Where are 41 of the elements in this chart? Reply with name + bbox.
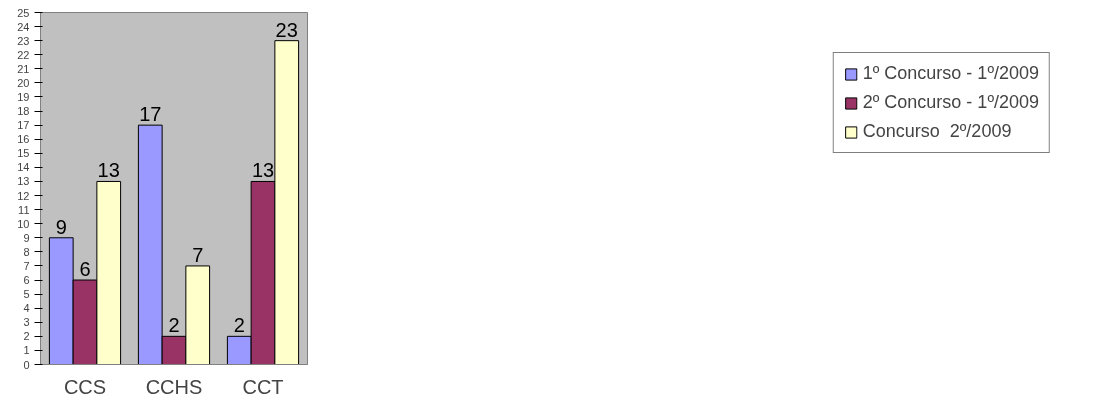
y-tick-label: 21 [17,62,30,75]
y-tick-label: 9 [23,231,30,244]
y-tick-label: 13 [17,175,30,188]
y-tick-label: 0 [23,358,30,371]
x-tick-label: CCT [242,375,284,398]
legend-label: 2º Concurso - 1º/2009 [862,92,1039,113]
data-label: 13 [97,159,120,182]
data-label: 17 [139,103,162,126]
y-tick-label: 23 [17,34,30,47]
data-label: 7 [192,243,204,266]
y-tick-label: 15 [17,147,30,160]
y-tick-label: 17 [17,119,30,132]
data-label: 6 [79,258,91,281]
data-label: 23 [275,18,298,41]
y-tick-label: 22 [17,48,30,61]
y-tick-label: 3 [23,316,30,329]
x-tick-label: CCHS [145,375,203,398]
y-tick-label: 20 [17,76,30,89]
y-tick-label: 10 [17,217,30,230]
x-tick-label: CCS [63,375,107,398]
legend-label: Concurso 2º/2009 [862,121,1012,142]
data-label: 2 [233,314,245,337]
data-label: 2 [168,314,180,337]
y-tick-label: 5 [23,288,30,301]
y-tick-label: 1 [23,344,30,357]
legend-label: 1º Concurso - 1º/2009 [862,63,1039,84]
y-tick-label: 16 [17,133,30,146]
y-tick-label: 12 [17,189,30,202]
y-tick-label: 18 [17,105,30,118]
y-tick-label: 8 [23,245,30,258]
y-tick-label: 6 [23,274,30,287]
y-tick-label: 2 [23,330,30,343]
y-tick-label: 11 [18,203,30,216]
y-tick-label: 4 [23,302,30,315]
data-label: 9 [55,215,67,238]
data-label: 13 [251,159,275,182]
y-tick-label: 25 [17,6,30,19]
y-tick-label: 14 [17,161,30,174]
y-tick-label: 7 [23,259,30,272]
y-tick-label: 19 [17,90,30,103]
y-tick-label: 24 [17,20,30,33]
